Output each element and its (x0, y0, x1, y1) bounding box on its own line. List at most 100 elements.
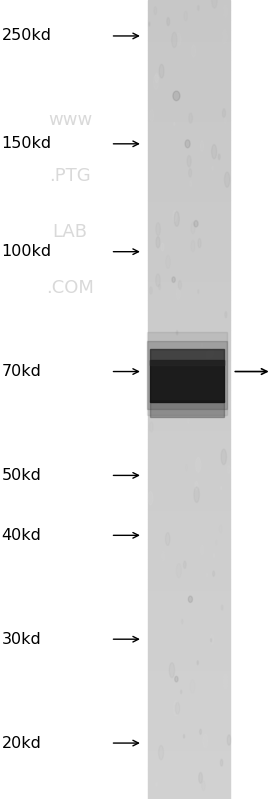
Bar (148, 270, 230, 280)
Bar (148, 220, 230, 230)
Bar (148, 360, 230, 369)
Bar (148, 749, 230, 759)
Bar (148, 710, 230, 719)
Bar (148, 230, 230, 240)
Circle shape (173, 210, 177, 221)
Bar (148, 0, 230, 10)
Ellipse shape (188, 596, 193, 602)
Circle shape (167, 18, 170, 26)
Bar (148, 739, 230, 749)
Bar (148, 200, 230, 209)
Bar (148, 479, 230, 489)
Circle shape (169, 662, 174, 678)
Text: 150kd: 150kd (1, 137, 52, 151)
Bar (148, 419, 230, 430)
Circle shape (195, 457, 201, 472)
Circle shape (227, 735, 231, 745)
Bar (148, 10, 230, 20)
Text: www: www (48, 111, 92, 129)
Circle shape (155, 73, 158, 82)
Circle shape (226, 383, 229, 390)
Circle shape (158, 402, 159, 405)
Circle shape (203, 734, 208, 748)
Circle shape (213, 571, 214, 576)
Bar (148, 50, 230, 60)
Circle shape (183, 734, 185, 738)
Bar (148, 729, 230, 739)
Bar (148, 130, 230, 140)
Bar (148, 180, 230, 190)
Bar (148, 70, 230, 80)
Bar (148, 249, 230, 260)
Bar (148, 390, 230, 400)
Bar (148, 590, 230, 599)
Circle shape (211, 638, 212, 642)
Bar (148, 280, 230, 290)
Bar (148, 649, 230, 659)
Ellipse shape (175, 676, 178, 682)
Circle shape (210, 348, 213, 357)
Bar (148, 719, 230, 729)
Bar (148, 510, 230, 519)
Circle shape (187, 156, 191, 167)
Text: 30kd: 30kd (1, 632, 41, 646)
Bar (148, 369, 230, 380)
Circle shape (195, 481, 198, 490)
Bar (148, 90, 230, 100)
Bar (148, 449, 230, 459)
Circle shape (148, 491, 153, 505)
Text: 20kd: 20kd (1, 736, 41, 750)
Circle shape (174, 701, 179, 716)
Circle shape (199, 773, 202, 783)
Bar (148, 300, 230, 309)
Bar (148, 459, 230, 470)
Bar (148, 160, 230, 170)
Bar (148, 340, 230, 350)
Circle shape (183, 561, 186, 568)
Bar (148, 779, 230, 789)
Bar (148, 60, 230, 70)
Bar (148, 40, 230, 50)
Bar (148, 609, 230, 619)
Circle shape (225, 172, 230, 187)
Bar (148, 190, 230, 200)
Circle shape (159, 64, 164, 78)
Bar (148, 499, 230, 510)
Bar (148, 150, 230, 160)
Ellipse shape (173, 91, 180, 101)
Bar (148, 110, 230, 120)
Bar (148, 260, 230, 270)
Circle shape (222, 109, 225, 117)
Bar (148, 409, 230, 419)
Text: 40kd: 40kd (1, 528, 41, 543)
Circle shape (225, 312, 227, 318)
Text: LAB: LAB (53, 223, 87, 240)
Bar (148, 769, 230, 779)
Text: 100kd: 100kd (1, 244, 52, 259)
Bar (148, 569, 230, 579)
Circle shape (174, 212, 179, 226)
Bar (148, 430, 230, 439)
Bar (148, 120, 230, 129)
Bar (148, 310, 230, 320)
Circle shape (197, 661, 199, 665)
Bar (148, 519, 230, 529)
Circle shape (221, 449, 227, 465)
Bar (148, 350, 230, 360)
Text: 50kd: 50kd (1, 468, 41, 483)
Circle shape (149, 22, 150, 26)
Bar (150, 400, 224, 417)
Bar (148, 789, 230, 799)
Circle shape (212, 145, 217, 159)
Bar (148, 670, 230, 679)
Circle shape (198, 239, 201, 248)
Bar (148, 439, 230, 449)
Circle shape (200, 729, 201, 734)
Bar (148, 320, 230, 329)
Circle shape (156, 782, 157, 787)
Bar (148, 529, 230, 539)
Bar (148, 689, 230, 699)
Bar (148, 579, 230, 590)
Bar (150, 360, 224, 402)
Ellipse shape (185, 140, 190, 148)
